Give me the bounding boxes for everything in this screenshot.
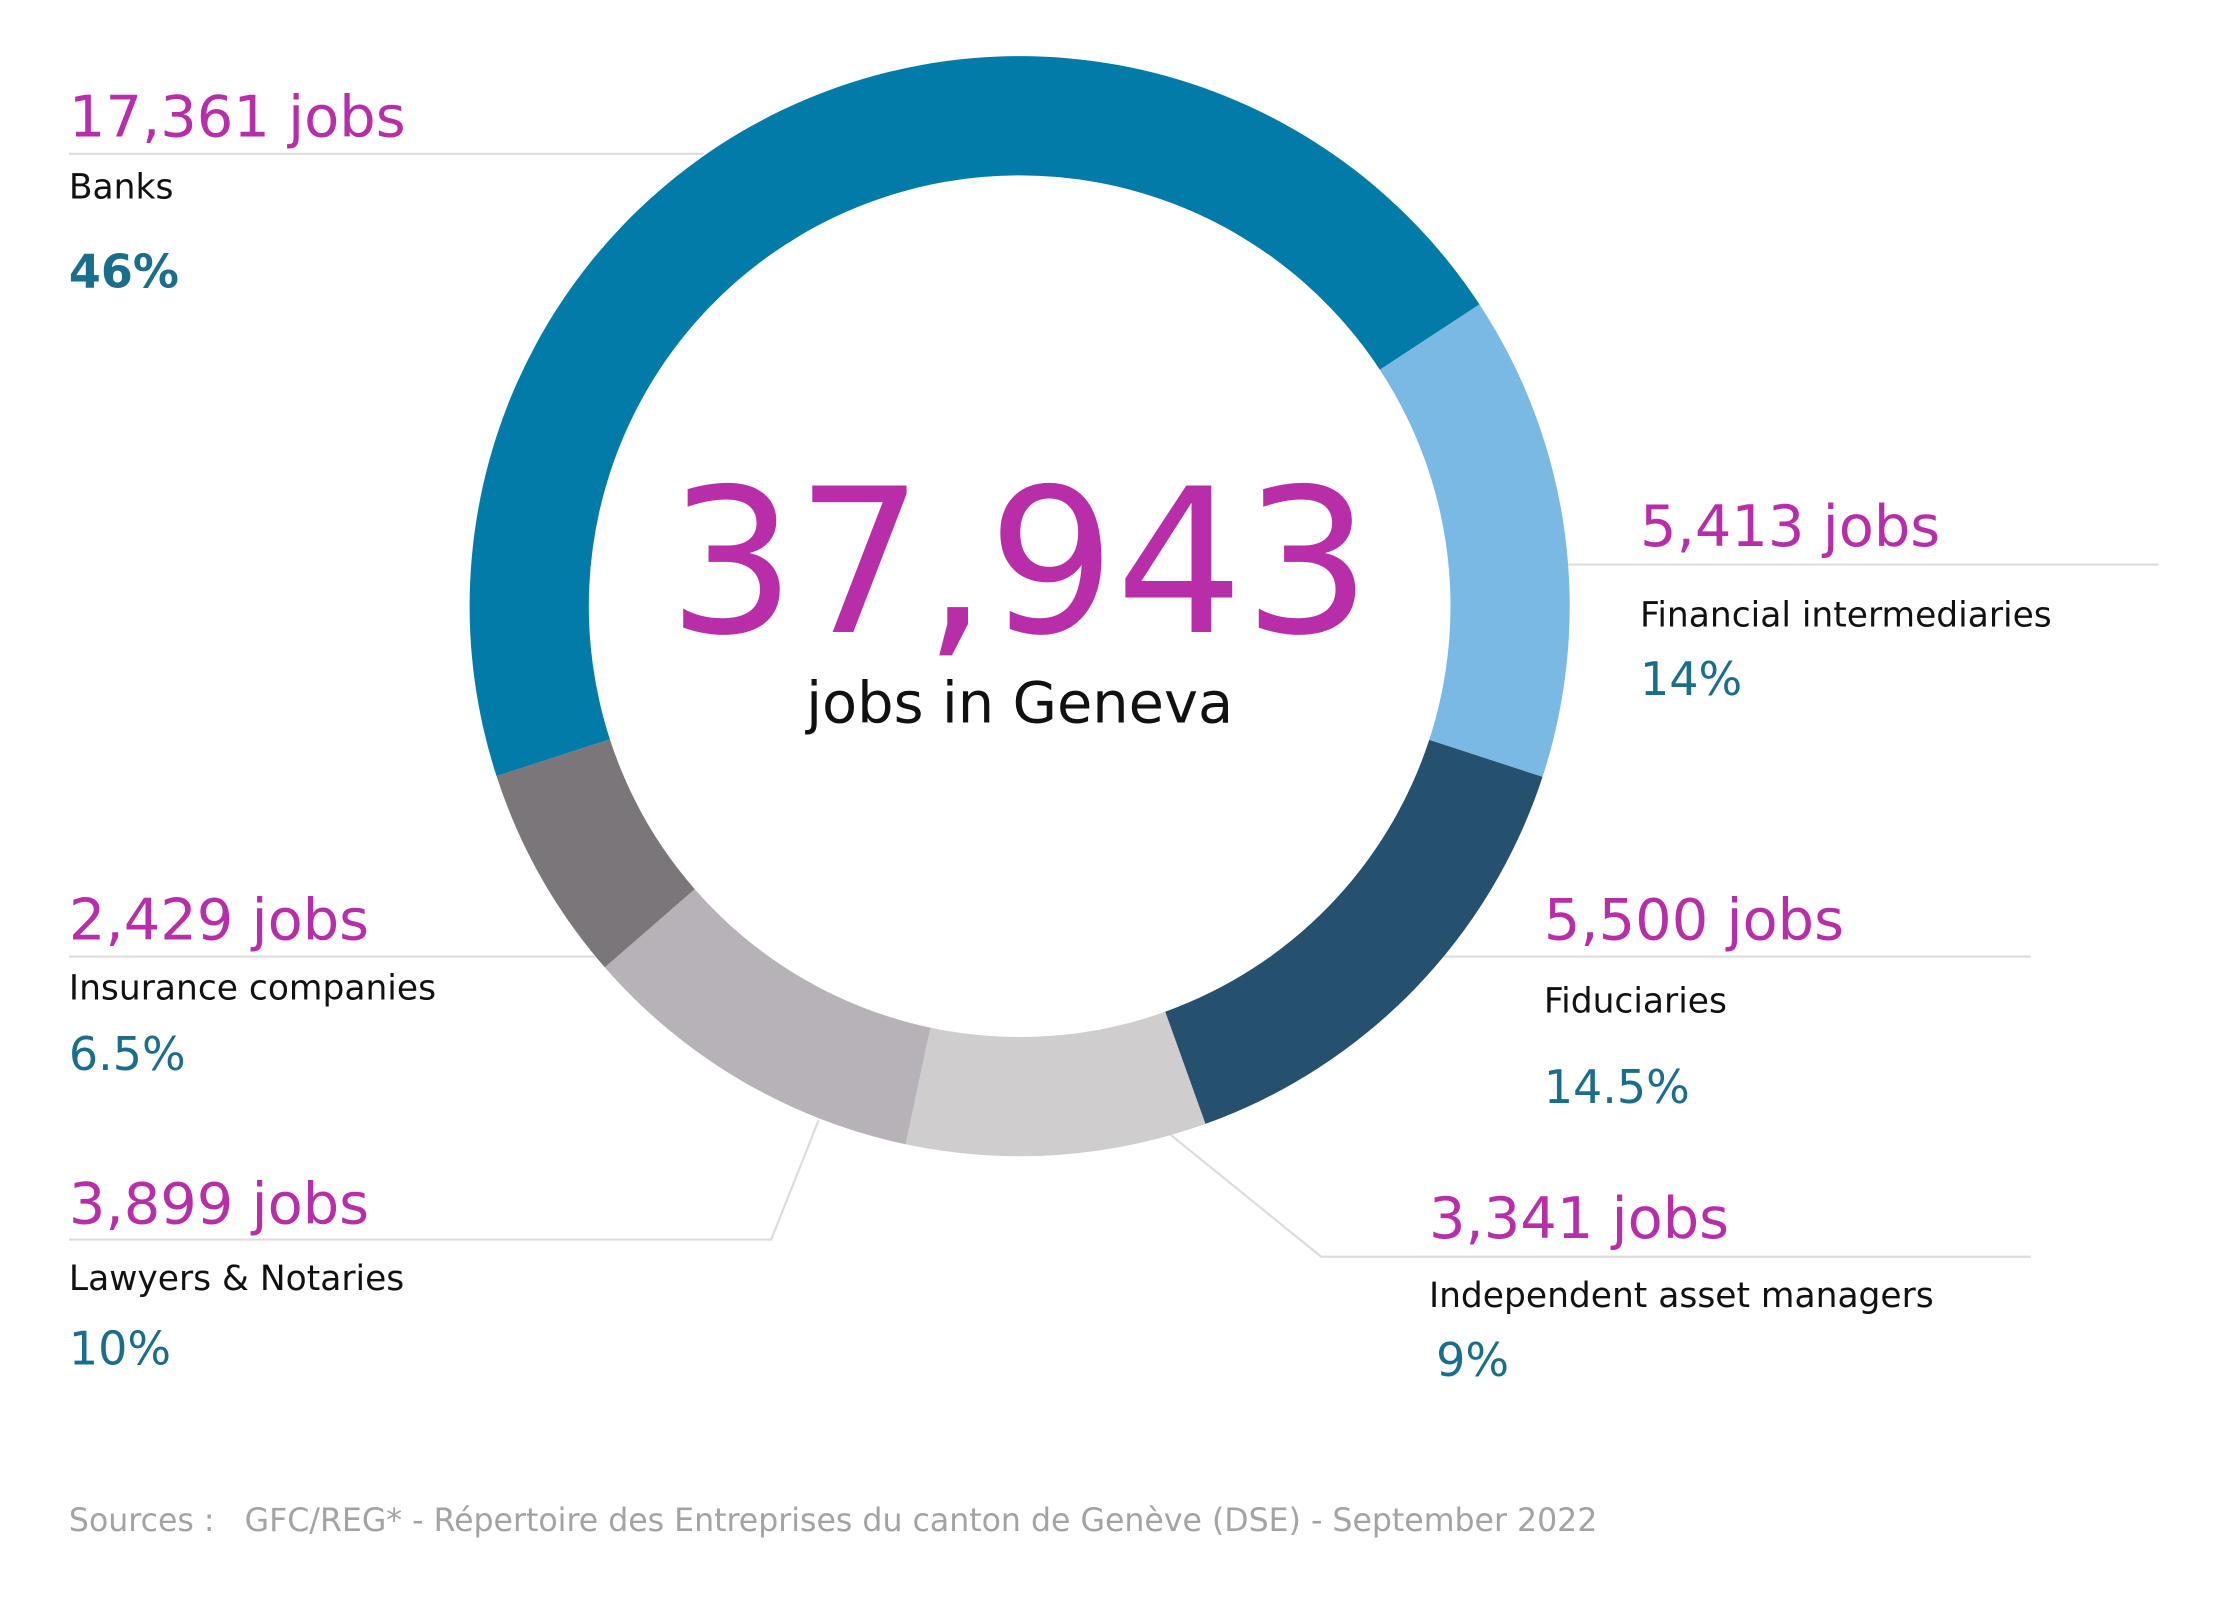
source: Sources : GFC/REG* - Répertoire des Entr… <box>69 1503 1597 1539</box>
category-label: Banks <box>69 167 174 207</box>
donut-segment <box>1165 739 1543 1124</box>
category-label: Independent asset managers <box>1429 1276 1934 1316</box>
leader-line <box>68 1119 820 1241</box>
category-label: Fiduciaries <box>1544 982 1727 1022</box>
category-label: Financial intermediaries <box>1640 595 2052 635</box>
total-value: 37,943 <box>668 446 1371 680</box>
percent-label: 6.5% <box>69 1027 186 1081</box>
jobs-label: 3,899 jobs <box>69 1171 369 1238</box>
percent-label: 46% <box>69 244 179 298</box>
jobs-label: 5,413 jobs <box>1640 493 1940 560</box>
percent-label: 14% <box>1640 652 1742 706</box>
jobs-label: 3,341 jobs <box>1429 1185 1729 1252</box>
donut-segment <box>1379 304 1570 777</box>
donut-segment <box>496 739 695 968</box>
percent-label: 14.5% <box>1544 1060 1690 1114</box>
leader-line <box>1169 1133 2031 1258</box>
donut-segment <box>469 56 1480 777</box>
percent-label: 9% <box>1436 1333 1509 1387</box>
category-label: Lawyers & Notaries <box>69 1259 404 1299</box>
jobs-label: 2,429 jobs <box>69 886 369 953</box>
jobs-label: 5,500 jobs <box>1544 886 1844 953</box>
category-label: Insurance companies <box>69 969 436 1009</box>
percent-label: 10% <box>69 1321 171 1375</box>
donut-segment <box>905 1011 1206 1157</box>
donut-segment <box>604 889 931 1145</box>
jobs-label: 17,361 jobs <box>69 84 406 151</box>
total-caption: jobs in Geneva <box>804 670 1233 737</box>
